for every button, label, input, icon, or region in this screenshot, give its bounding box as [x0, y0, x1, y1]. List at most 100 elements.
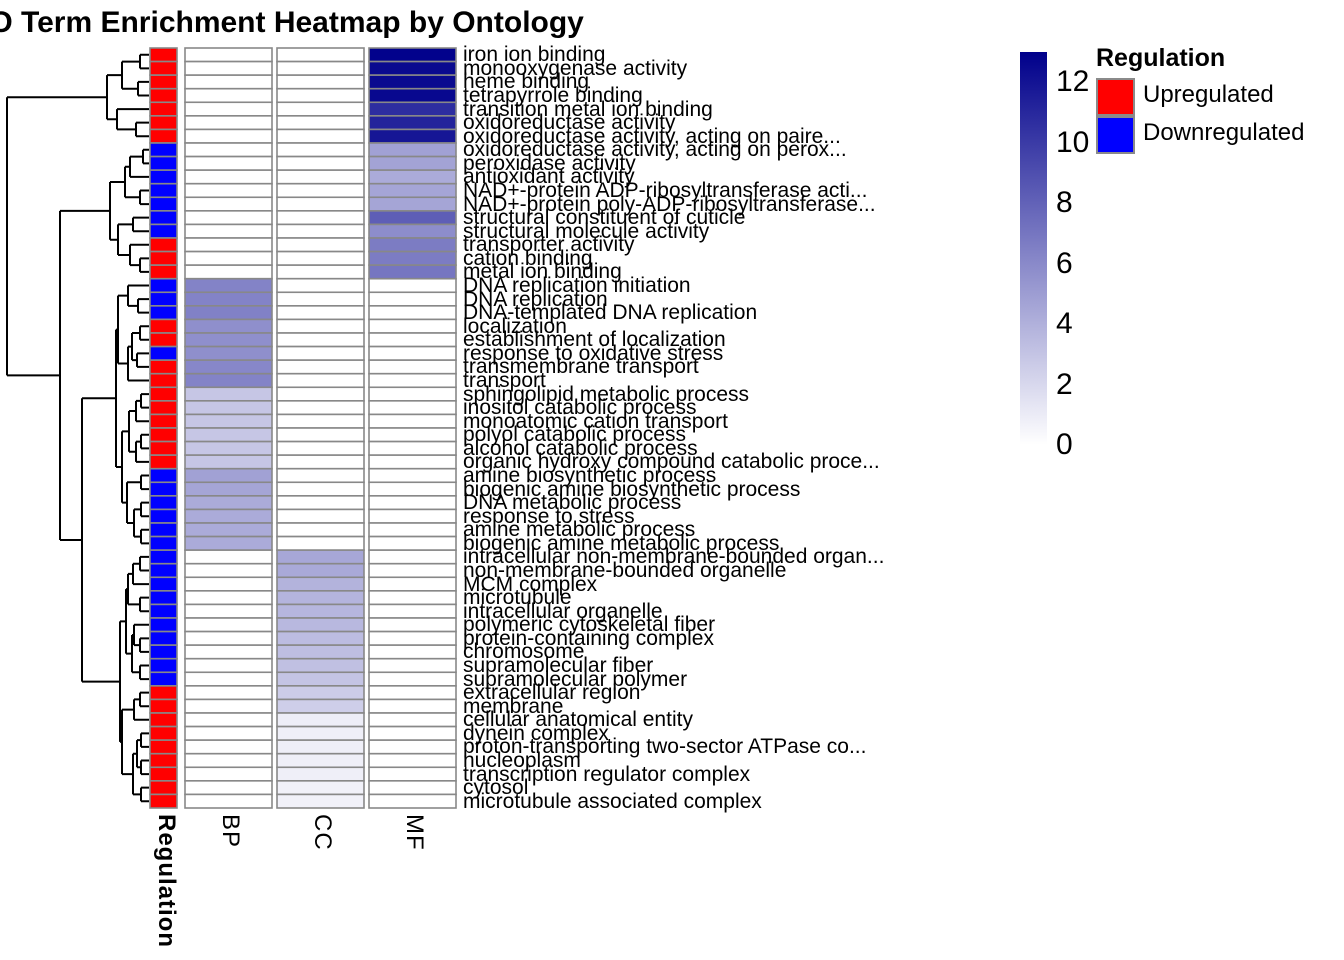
heatmap-cell [276, 196, 365, 212]
regulation-annotation-cell [149, 413, 178, 429]
regulation-annotation-cell [149, 196, 178, 212]
heatmap-cell [184, 522, 273, 538]
heatmap-cell [184, 400, 273, 416]
row-label: protein-containing complex [463, 626, 714, 650]
regulation-annotation-cell [149, 74, 178, 90]
heatmap-cell [276, 47, 365, 63]
heatmap-cell [276, 427, 365, 443]
heatmap-cell [276, 101, 365, 117]
row-label: DNA replication initiation [463, 273, 691, 297]
heatmap-cell [276, 603, 365, 619]
row-label: localization [463, 314, 567, 338]
row-label: nucleoplasm [463, 748, 581, 772]
heatmap-cell [368, 562, 457, 579]
heatmap-cell [276, 752, 365, 769]
heatmap-cell [368, 603, 457, 619]
heatmap-cell [184, 752, 273, 769]
row-label: structural constituent of cuticle [463, 206, 746, 230]
heatmap-cell [276, 685, 365, 701]
regulation-annotation-cell [149, 155, 178, 171]
heatmap-cell [276, 481, 365, 497]
heatmap-cell [276, 305, 365, 321]
heatmap-cell [184, 712, 273, 728]
heatmap-cell [276, 535, 365, 551]
row-label: response to stress [463, 504, 635, 528]
regulation-annotation-cell [149, 467, 178, 484]
plot-title: GO Term Enrichment Heatmap by Ontology [0, 6, 584, 39]
heatmap-cell [368, 481, 457, 497]
heatmap-cell [368, 386, 457, 402]
heatmap-cell [184, 793, 273, 809]
regulation-annotation-cell [149, 793, 178, 809]
regulation-annotation-cell [149, 345, 178, 361]
row-label: response to oxidative stress [463, 341, 724, 365]
heatmap-cell [276, 332, 365, 348]
regulation-annotation-cell [149, 60, 178, 76]
row-label: oxidoreductase activity [463, 111, 676, 135]
dendrogram-lines [6, 53, 149, 803]
row-label: proton-transporting two-sector ATPase co… [463, 735, 867, 759]
heatmap-cell [368, 318, 457, 334]
legend-swatch [1096, 78, 1135, 116]
row-label: amine biosynthetic process [463, 463, 717, 487]
row-label: monooxygenase activity [463, 56, 688, 80]
heatmap-cell [368, 712, 457, 728]
heatmap-cell [184, 508, 273, 524]
heatmap-cell [184, 47, 273, 63]
heatmap-cell [276, 725, 365, 741]
heatmap-cell [276, 508, 365, 524]
heatmap-cell [276, 277, 365, 294]
legend-item-label: Downregulated [1143, 119, 1305, 146]
regulation-annotation-cell [149, 250, 178, 266]
row-label: transition metal ion binding [463, 97, 713, 121]
heatmap-cell [368, 508, 457, 524]
heatmap-cell [368, 359, 457, 375]
regulation-annotation-cell [149, 372, 178, 389]
heatmap-cell [368, 291, 457, 307]
heatmap-cell [276, 400, 365, 416]
heatmap-cell [368, 155, 457, 171]
regulation-annotation-cell [149, 617, 178, 633]
regulation-annotation-cell [149, 318, 178, 334]
heatmap-cell [276, 74, 365, 90]
regulation-annotation-cell [149, 142, 178, 158]
heatmap-cell [368, 725, 457, 741]
regulation-annotation-cell [149, 657, 178, 674]
row-label: oxidoreductase activity, acting on paire… [463, 124, 841, 148]
row-label: transmembrane transport [463, 355, 699, 379]
heatmap-cell [276, 372, 365, 389]
row-label: antioxidant activity [463, 165, 635, 189]
heatmap-cell [184, 250, 273, 266]
heatmap-cell [368, 657, 457, 674]
heatmap-cell [184, 223, 273, 239]
heatmap-cell [184, 264, 273, 280]
heatmap-cell [184, 128, 273, 144]
regulation-annotation-cell [149, 698, 178, 714]
heatmap-cell [368, 142, 457, 158]
heatmap-cell [368, 780, 457, 796]
regulation-annotation-cell [149, 359, 178, 375]
heatmap-cell [368, 277, 457, 294]
row-label: polyol catabolic process [463, 423, 686, 447]
heatmap-cell [184, 644, 273, 660]
value-colorbar [1020, 52, 1047, 445]
heatmap-cell [184, 237, 273, 253]
heatmap-cell [184, 277, 273, 294]
row-label: establishment of localization [463, 328, 726, 352]
row-label: sphingolipid metabolic process [463, 382, 749, 406]
heatmap-cell [368, 644, 457, 660]
row-label: non-membrane-bounded organelle [463, 558, 787, 582]
heatmap-cell [368, 427, 457, 443]
row-label: iron ion binding [463, 43, 606, 67]
heatmap-cell [184, 535, 273, 551]
regulation-annotation-cell [149, 671, 178, 687]
heatmap-cell [368, 372, 457, 389]
heatmap-cell [276, 155, 365, 171]
heatmap-cell [184, 359, 273, 375]
heatmap-cell [276, 87, 365, 104]
regulation-annotation-cell [149, 562, 178, 579]
heatmap-cell [184, 372, 273, 389]
regulation-annotation-cell [149, 305, 178, 321]
heatmap-cell [368, 522, 457, 538]
